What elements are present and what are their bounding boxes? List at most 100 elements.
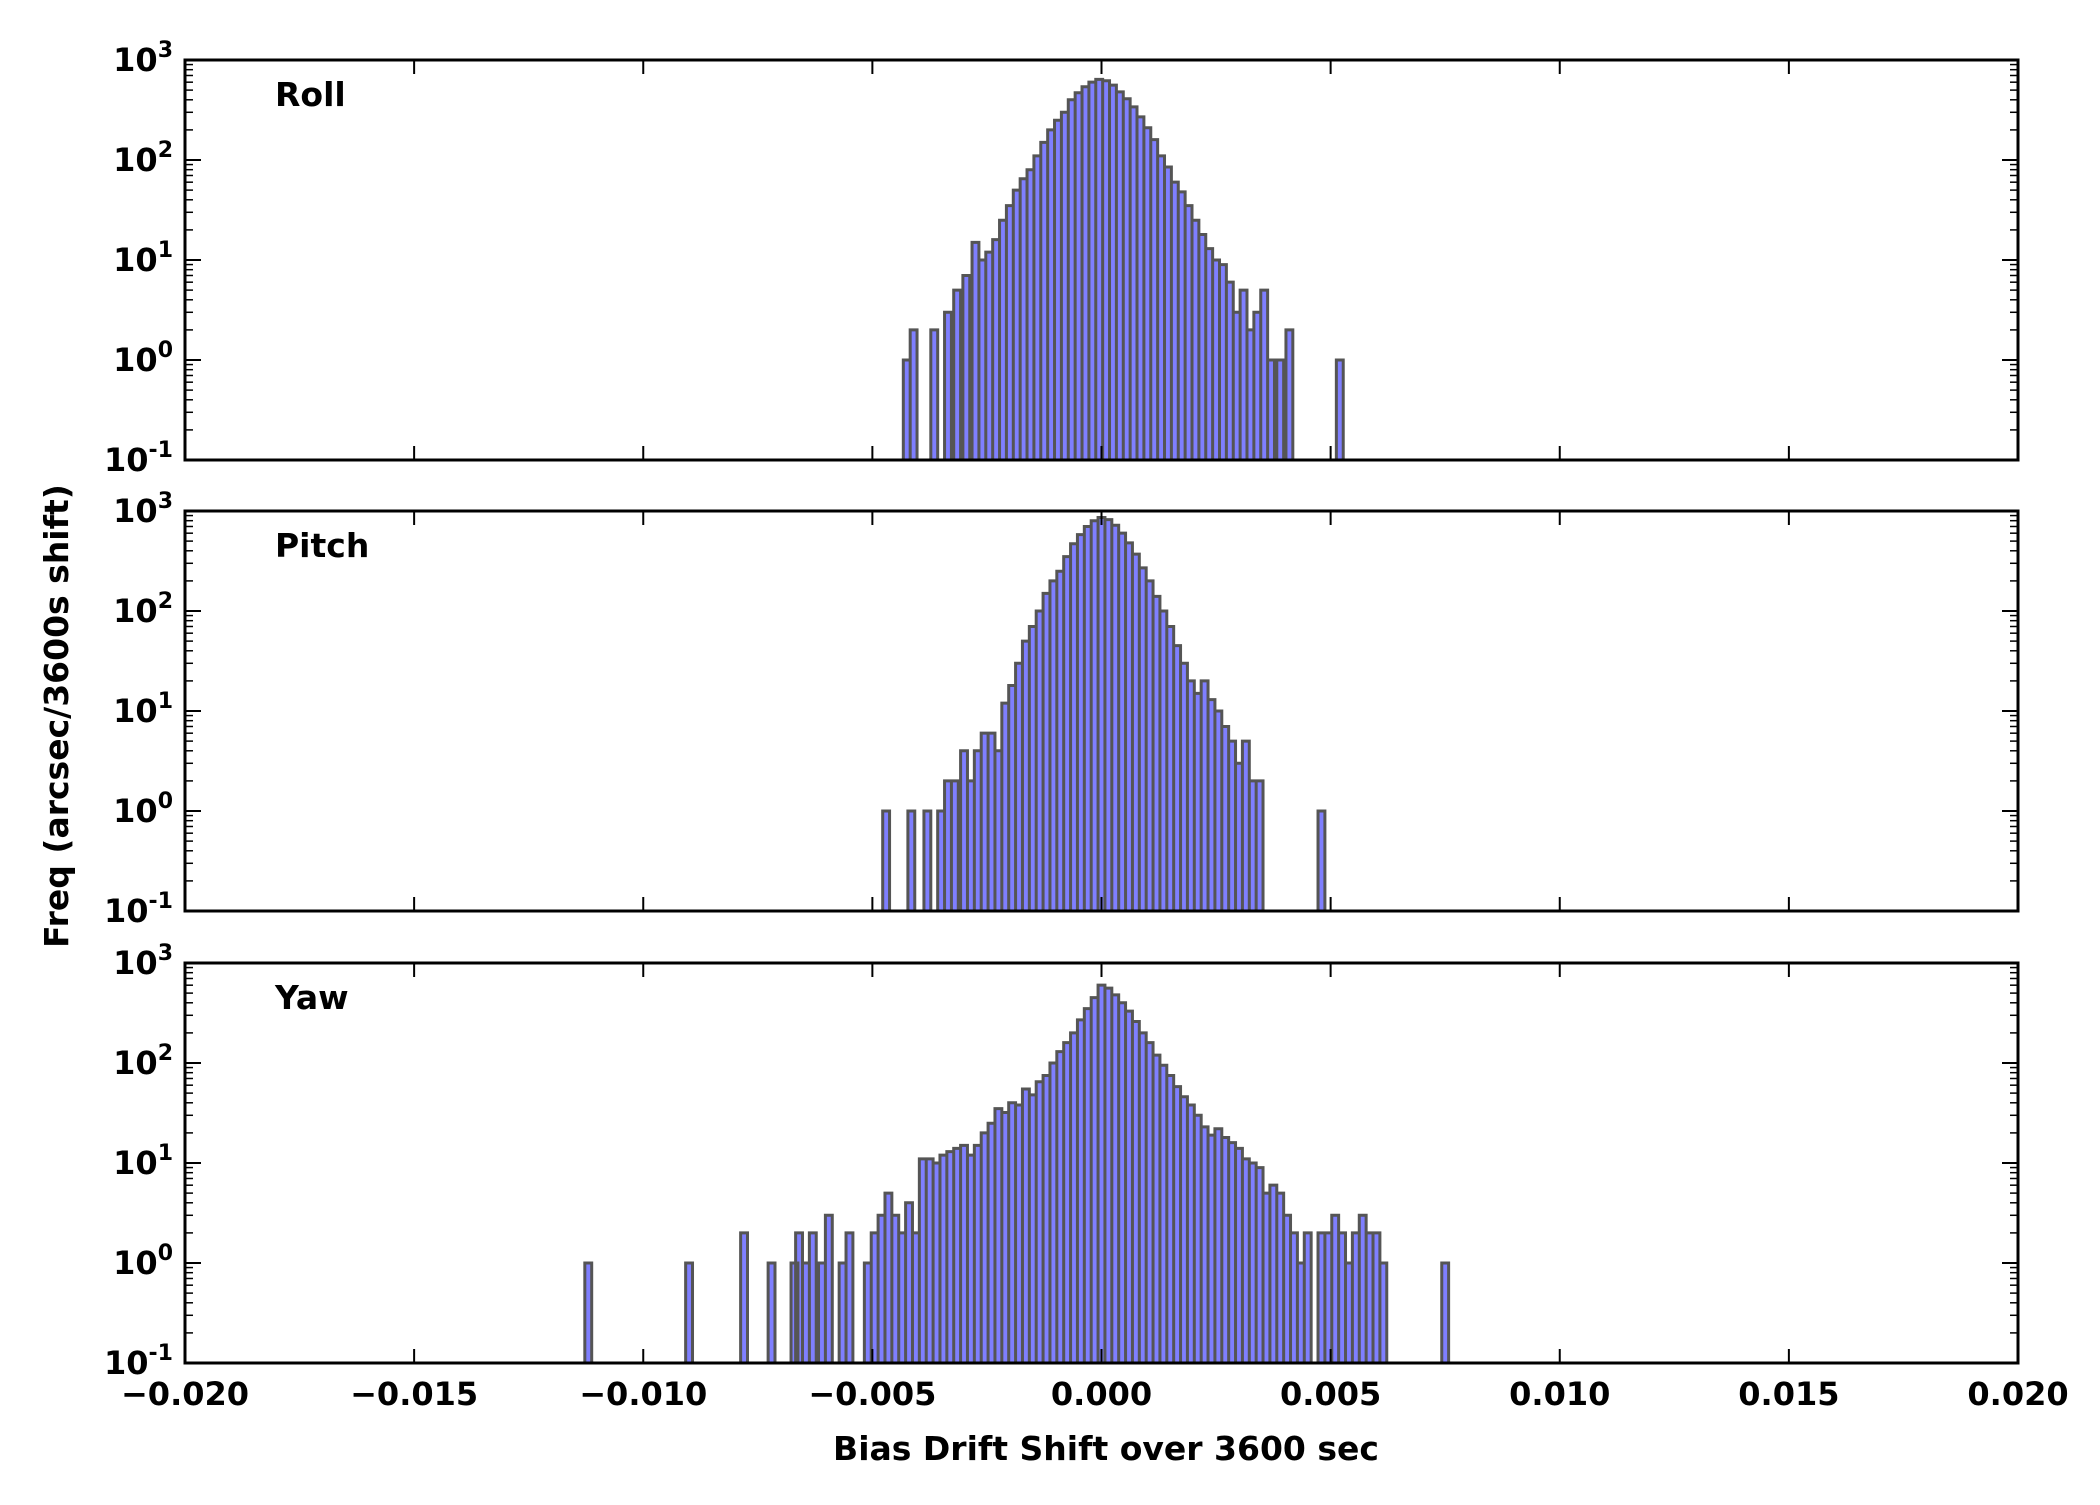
bar-yaw-11 — [846, 1232, 853, 1363]
bar-yaw-62 — [1208, 1135, 1215, 1363]
bar-yaw-51 — [1132, 1021, 1140, 1363]
bar-pitch-18 — [1043, 593, 1050, 911]
bar-pitch-4 — [944, 780, 952, 911]
bar-roll-13 — [1013, 190, 1021, 460]
histogram-outline-pitch — [881, 516, 1327, 911]
bar-pitch-8 — [974, 750, 982, 911]
y-tick-label: 101 — [113, 689, 173, 730]
x-tick-label: −0.020 — [121, 1375, 249, 1413]
bar-yaw-3 — [768, 1263, 775, 1363]
panel-yaw: 10-1 100 101 102 103 Yaw −0.020 −0.015 −0.010 −0.… — [104, 941, 2069, 1413]
bar-roll-53 — [1336, 360, 1344, 460]
bar-yaw-6 — [802, 1263, 810, 1363]
bar-yaw-53 — [1146, 1042, 1154, 1363]
bar-yaw-25 — [953, 1148, 961, 1363]
bar-pitch-44 — [1221, 726, 1229, 911]
x-tick-label: 0.000 — [1051, 1375, 1152, 1413]
bar-yaw-75 — [1297, 1263, 1305, 1363]
bar-roll-33 — [1150, 139, 1158, 460]
bar-roll-17 — [1040, 142, 1048, 460]
y-tick-label: 10-1 — [104, 438, 173, 479]
bar-roll-15 — [1027, 169, 1034, 460]
bar-roll-14 — [1020, 178, 1028, 460]
bar-yaw-63 — [1214, 1128, 1222, 1363]
bar-yaw-34 — [1015, 1105, 1023, 1363]
bar-pitch-36 — [1166, 626, 1174, 911]
bar-yaw-18 — [905, 1202, 913, 1363]
bar-pitch-28 — [1111, 525, 1119, 911]
y-tick-label: 101 — [113, 238, 173, 279]
bar-yaw-23 — [939, 1155, 947, 1363]
bar-yaw-41 — [1063, 1042, 1071, 1363]
bar-yaw-65 — [1228, 1142, 1236, 1363]
bar-roll-51 — [1276, 360, 1284, 460]
bar-roll-0 — [903, 360, 911, 460]
bar-yaw-1 — [685, 1263, 693, 1363]
bar-yaw-57 — [1173, 1086, 1181, 1363]
bar-roll-16 — [1033, 155, 1041, 461]
bar-yaw-76 — [1304, 1232, 1312, 1363]
bar-roll-44 — [1226, 282, 1234, 460]
bar-roll-36 — [1171, 182, 1179, 460]
bar-yaw-50 — [1125, 1011, 1133, 1363]
y-tick-label: 102 — [113, 1041, 173, 1082]
y-tick-label: 101 — [113, 1141, 173, 1182]
bar-roll-50 — [1267, 360, 1275, 460]
bar-yaw-61 — [1201, 1126, 1209, 1363]
bar-pitch-46 — [1235, 763, 1243, 911]
bar-yaw-55 — [1159, 1065, 1167, 1363]
bar-pitch-40 — [1194, 693, 1202, 911]
bar-roll-18 — [1047, 129, 1055, 460]
bar-pitch-22 — [1070, 543, 1078, 911]
bar-roll-47 — [1246, 329, 1254, 460]
bar-yaw-13 — [871, 1232, 879, 1363]
bar-yaw-8 — [818, 1263, 826, 1363]
bar-yaw-27 — [967, 1155, 975, 1363]
bar-yaw-56 — [1166, 1075, 1174, 1363]
x-tick-label: −0.015 — [350, 1375, 478, 1413]
bar-yaw-71 — [1269, 1185, 1277, 1363]
bar-yaw-22 — [933, 1163, 940, 1363]
bar-roll-4 — [944, 312, 952, 460]
histogram-outline-roll — [901, 77, 1345, 462]
panel-label: Roll — [275, 75, 346, 114]
bar-pitch-6 — [960, 750, 968, 911]
y-tick-label: 103 — [113, 941, 173, 982]
bar-roll-6 — [962, 275, 970, 460]
bar-yaw-49 — [1118, 1002, 1126, 1363]
bar-yaw-48 — [1111, 994, 1119, 1363]
bar-roll-8 — [978, 260, 986, 460]
bar-yaw-26 — [960, 1145, 968, 1363]
bar-yaw-19 — [912, 1232, 920, 1363]
bar-pitch-5 — [951, 780, 959, 911]
bar-pitch-34 — [1153, 596, 1160, 911]
x-tick-label: −0.005 — [808, 1375, 936, 1413]
bar-pitch-42 — [1208, 699, 1215, 911]
bar-yaw-66 — [1235, 1148, 1243, 1363]
panels-layer: 10-1 100 101 102 103 Roll 10-1 100 101 102 103 Pitc… — [104, 38, 2069, 1413]
bar-roll-22 — [1075, 92, 1083, 460]
bar-roll-43 — [1219, 264, 1227, 460]
bar-roll-49 — [1260, 290, 1268, 460]
bar-roll-5 — [953, 290, 961, 460]
bar-roll-25 — [1095, 79, 1103, 460]
bar-roll-45 — [1233, 312, 1241, 460]
bar-yaw-29 — [981, 1132, 989, 1363]
bar-yaw-42 — [1070, 1032, 1078, 1363]
bar-roll-9 — [985, 252, 993, 460]
bar-pitch-16 — [1029, 626, 1037, 911]
bar-roll-29 — [1123, 98, 1131, 460]
bar-pitch-39 — [1187, 680, 1195, 911]
bar-yaw-36 — [1029, 1094, 1037, 1363]
bar-roll-20 — [1061, 112, 1069, 460]
bar-pitch-23 — [1077, 534, 1085, 911]
bar-roll-1 — [910, 329, 918, 460]
bar-pitch-50 — [1318, 811, 1325, 911]
bar-pitch-38 — [1180, 663, 1188, 911]
panel-roll: 10-1 100 101 102 103 Roll — [104, 38, 2020, 479]
bar-roll-30 — [1130, 106, 1138, 460]
bar-yaw-87 — [1441, 1263, 1449, 1363]
bar-yaw-59 — [1187, 1105, 1195, 1363]
